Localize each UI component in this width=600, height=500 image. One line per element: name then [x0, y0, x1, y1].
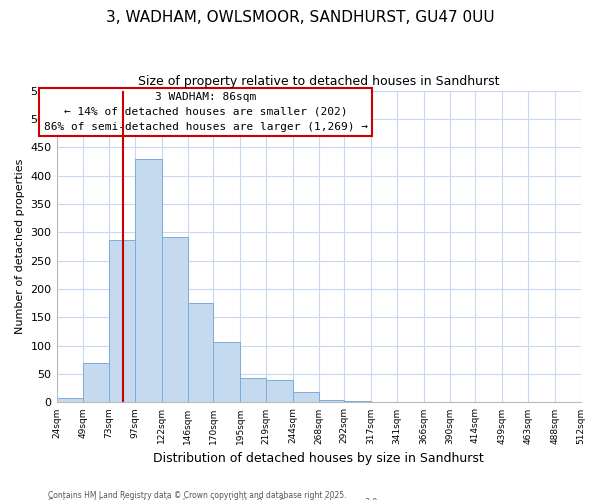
X-axis label: Distribution of detached houses by size in Sandhurst: Distribution of detached houses by size … [153, 452, 484, 465]
Text: 3 WADHAM: 86sqm
← 14% of detached houses are smaller (202)
86% of semi-detached : 3 WADHAM: 86sqm ← 14% of detached houses… [44, 92, 368, 132]
Bar [319, 400, 344, 402]
Bar [266, 380, 293, 402]
Bar [188, 303, 213, 402]
Text: Contains HM Land Registry data © Crown copyright and database right 2025.: Contains HM Land Registry data © Crown c… [48, 490, 347, 500]
Bar [56, 398, 83, 402]
Title: Size of property relative to detached houses in Sandhurst: Size of property relative to detached ho… [138, 75, 499, 88]
Text: Contains public sector information licensed under the Open Government Licence v3: Contains public sector information licen… [48, 498, 380, 500]
Bar [162, 237, 188, 402]
Bar [240, 378, 266, 402]
Bar [293, 392, 319, 402]
Y-axis label: Number of detached properties: Number of detached properties [15, 159, 25, 334]
Text: 3, WADHAM, OWLSMOOR, SANDHURST, GU47 0UU: 3, WADHAM, OWLSMOOR, SANDHURST, GU47 0UU [106, 10, 494, 25]
Bar [83, 362, 109, 403]
Bar [109, 240, 135, 402]
Bar [135, 158, 162, 402]
Bar [213, 342, 240, 402]
